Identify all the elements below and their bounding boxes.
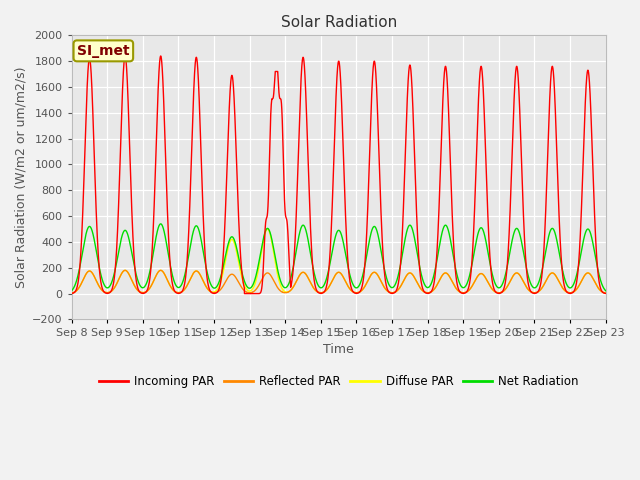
X-axis label: Time: Time xyxy=(323,343,354,356)
Y-axis label: Solar Radiation (W/m2 or um/m2/s): Solar Radiation (W/m2 or um/m2/s) xyxy=(15,67,28,288)
Text: SI_met: SI_met xyxy=(77,44,130,58)
Title: Solar Radiation: Solar Radiation xyxy=(280,15,397,30)
Legend: Incoming PAR, Reflected PAR, Diffuse PAR, Net Radiation: Incoming PAR, Reflected PAR, Diffuse PAR… xyxy=(94,371,584,393)
